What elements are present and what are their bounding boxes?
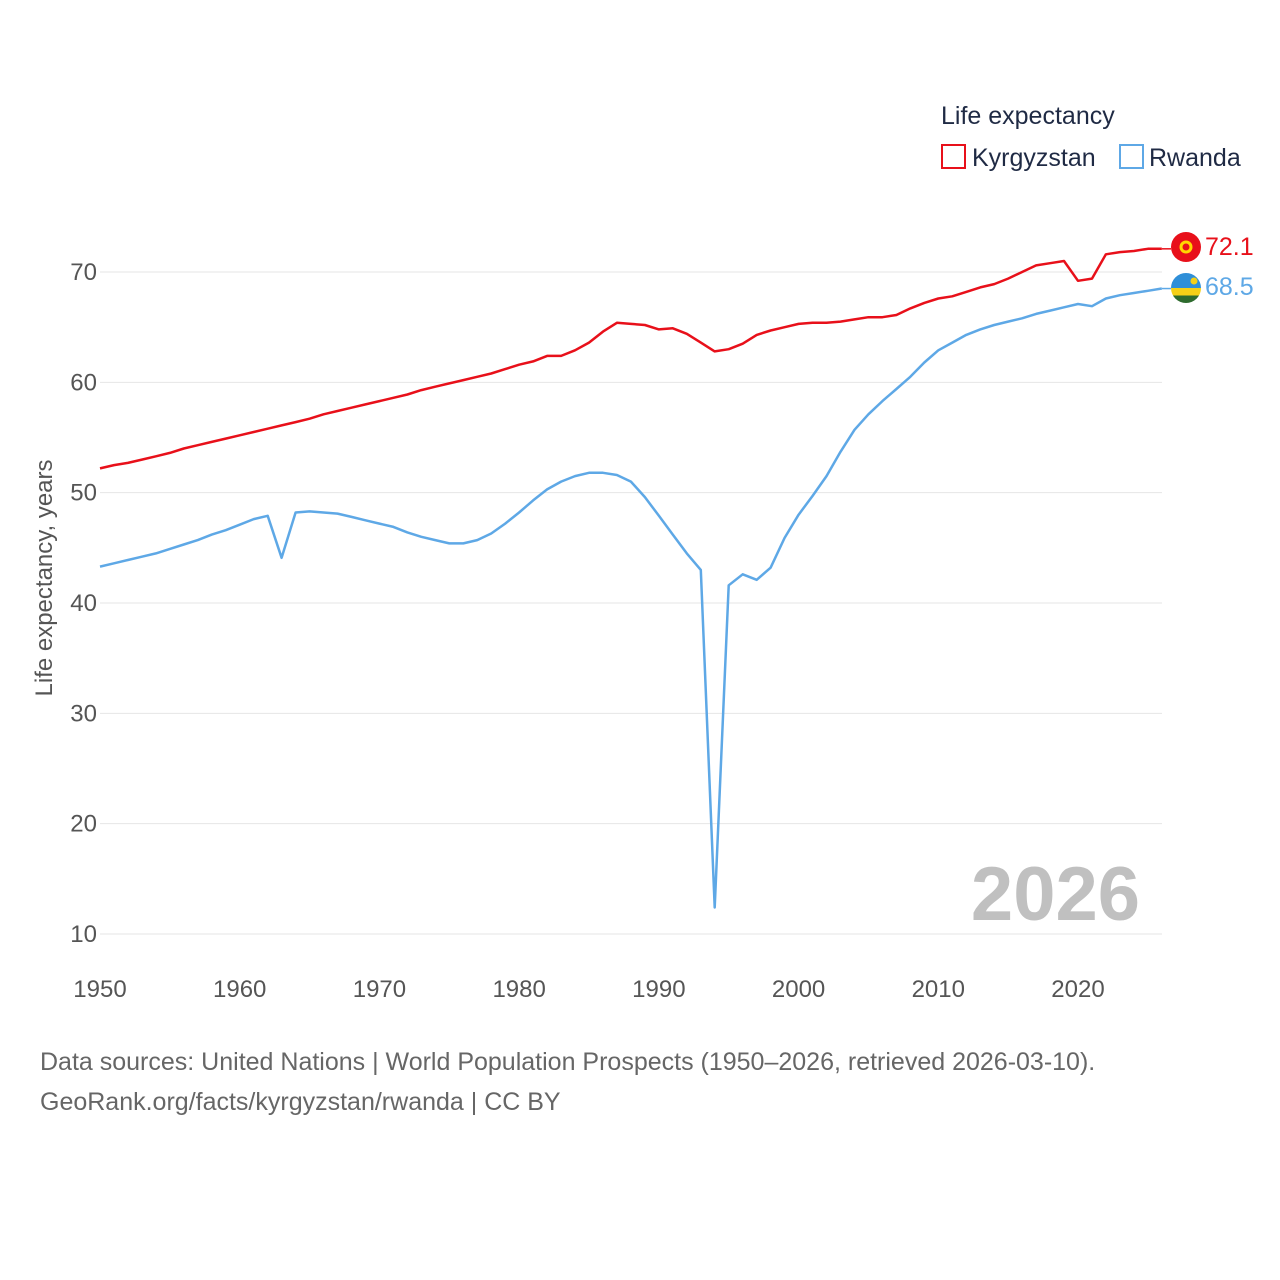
end-value-kyrgyzstan: 72.1: [1205, 233, 1254, 261]
legend: Life expectancy Kyrgyzstan Rwanda: [941, 102, 1241, 172]
legend-item-rwanda[interactable]: Rwanda: [1119, 144, 1241, 172]
x-tick-label: 2000: [772, 976, 825, 1003]
y-tick-label: 10: [70, 921, 97, 948]
source-link[interactable]: GeoRank.org/facts/kyrgyzstan/rwanda | CC…: [40, 1088, 561, 1116]
series-lines: [99, 247, 1171, 909]
x-tick-label: 1990: [632, 976, 685, 1003]
legend-label-kyrgyzstan: Kyrgyzstan: [972, 144, 1096, 172]
x-axis-ticks: 1950 1960 1970 1980 1990 2000 2010 2020: [73, 976, 1104, 1003]
year-label: 2026: [971, 852, 1140, 937]
x-tick-label: 1980: [492, 976, 545, 1003]
legend-label-rwanda: Rwanda: [1149, 144, 1241, 172]
y-axis-label: Life expectancy, years: [31, 459, 58, 696]
x-tick-label: 1950: [73, 976, 126, 1003]
y-tick-label: 20: [70, 811, 97, 838]
y-tick-label: 40: [70, 590, 97, 617]
kyrgyzstan-flag-icon: [1171, 232, 1201, 262]
y-tick-label: 50: [70, 480, 97, 507]
x-tick-label: 1960: [213, 976, 266, 1003]
footer: Data sources: United Nations | World Pop…: [40, 1042, 1095, 1122]
legend-item-kyrgyzstan[interactable]: Kyrgyzstan: [941, 144, 1096, 172]
end-marker-kyrgyzstan: 72.1: [1171, 232, 1254, 262]
data-sources-text: Data sources: United Nations | World Pop…: [40, 1048, 1096, 1076]
legend-title: Life expectancy: [941, 102, 1115, 130]
life-expectancy-chart: 10 20 30 40 50 60 70 1950 1960 1970 1980 1990 2000 2…: [31, 102, 1254, 1003]
end-value-rwanda: 68.5: [1205, 273, 1254, 301]
y-axis-ticks: 10 20 30 40 50 60 70: [70, 259, 97, 948]
legend-swatch-kyrgyzstan: [941, 144, 966, 169]
series-line-kyrgyzstan[interactable]: [99, 247, 1162, 470]
y-tick-label: 70: [70, 259, 97, 286]
x-tick-label: 1970: [353, 976, 406, 1003]
legend-swatch-rwanda: [1119, 144, 1144, 169]
x-tick-label: 2020: [1051, 976, 1104, 1003]
end-marker-rwanda: 68.5: [1171, 273, 1254, 303]
series-line-rwanda[interactable]: [99, 287, 1163, 909]
gridlines: [100, 271, 1162, 935]
y-tick-label: 60: [70, 369, 97, 396]
x-tick-label: 2010: [912, 976, 965, 1003]
rwanda-flag-icon: [1171, 273, 1201, 303]
y-tick-label: 30: [70, 700, 97, 727]
